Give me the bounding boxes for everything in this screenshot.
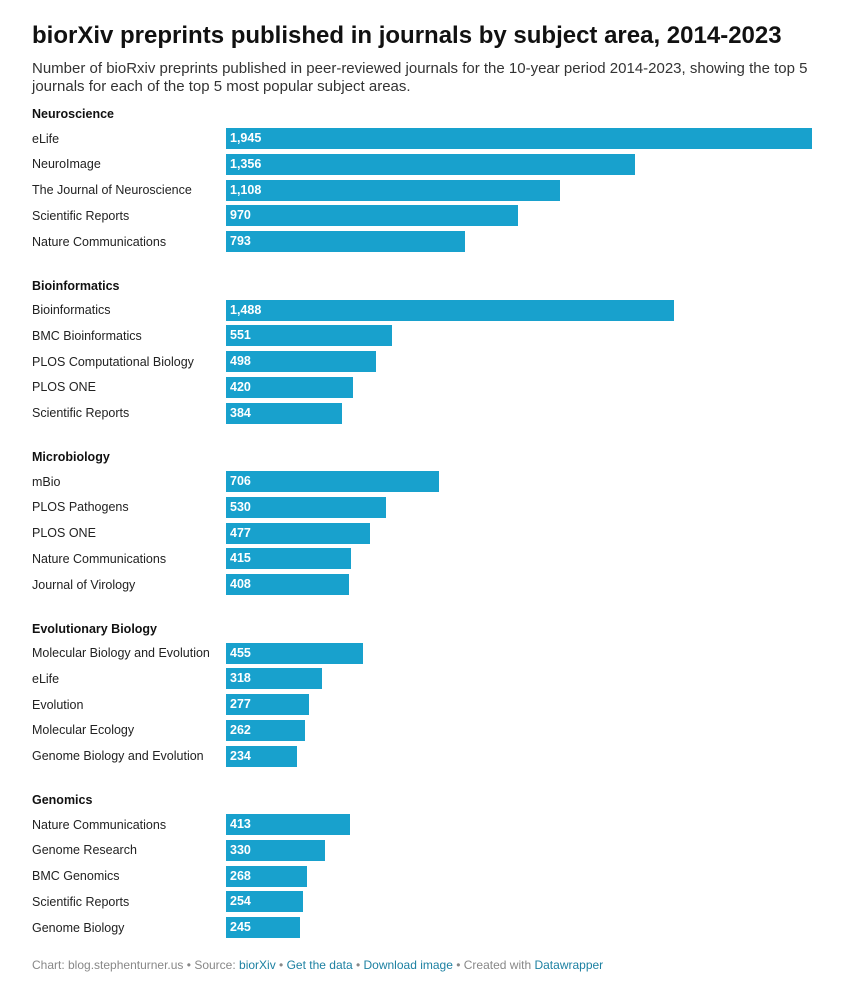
footer-separator: • [183, 958, 195, 972]
bar-label: Scientific Reports [32, 894, 130, 909]
bar-label: Scientific Reports [32, 406, 130, 420]
bar [226, 471, 439, 492]
bar [226, 917, 300, 938]
bar-value-label: 408 [230, 577, 251, 591]
footer-separator: • [452, 958, 464, 972]
bar-value-label: 498 [230, 354, 251, 368]
bar-value-label: 262 [230, 722, 251, 737]
footer-separator: • [275, 958, 287, 972]
group-title-evolutionary-biology: Evolutionary Biology [32, 621, 158, 636]
bar-value-label: 970 [230, 208, 251, 223]
bar [226, 668, 322, 690]
bar-value-label: 413 [230, 817, 251, 831]
bar [226, 891, 303, 913]
bar-label: Journal of Virology [32, 577, 136, 592]
bar-label: Molecular Ecology [32, 723, 135, 738]
bar-value-label: 551 [230, 328, 251, 343]
bar-value-label: 420 [230, 379, 251, 394]
bar [226, 642, 364, 664]
bar-label: Nature Communications [32, 234, 167, 249]
bar [226, 351, 377, 372]
bar-label: Evolution [32, 697, 84, 712]
bar-label: Genome Biology and Evolution [32, 749, 204, 763]
bar-label: BMC Genomics [32, 869, 120, 883]
bar-label: The Journal of Neuroscience [32, 183, 192, 197]
bar-label: Genome Biology [32, 920, 125, 935]
bar-label: mBio [32, 474, 61, 489]
bar-label: Bioinformatics [32, 303, 111, 317]
bar [226, 402, 342, 424]
group-title-genomics: Genomics [32, 793, 93, 807]
bar-label: Nature Communications [32, 551, 167, 566]
bar [226, 179, 560, 201]
bar [226, 745, 297, 767]
bar [226, 376, 353, 398]
bar-value-label: 455 [230, 645, 251, 660]
bar-value-label: 268 [230, 868, 251, 883]
bar-label: Nature Communications [32, 817, 167, 832]
datawrapper-link[interactable]: Datawrapper [534, 958, 604, 972]
bar [226, 231, 465, 252]
bar [226, 694, 310, 715]
bar [226, 496, 386, 518]
bar-label: PLOS ONE [32, 526, 96, 540]
chart-credit: Chart: blog.stephenturner.us [32, 958, 184, 972]
bar-label: Molecular Biology and Evolution [32, 646, 210, 660]
group-title-neuroscience: Neuroscience [32, 107, 114, 121]
chart-subtitle: Number of bioRxiv preprints published in… [32, 60, 808, 95]
bar-value-label: 254 [230, 894, 251, 909]
group-title-microbiology: Microbiology [32, 450, 110, 464]
chart-footer: Chart: blog.stephenturner.us • Source: b… [32, 958, 603, 972]
bar [226, 839, 326, 861]
bar-value-label: 415 [230, 551, 251, 566]
created-with-prefix: Created with [463, 958, 535, 972]
bar [226, 865, 307, 887]
bar-label: eLife [32, 131, 60, 146]
bar [226, 299, 675, 321]
bar-label: eLife [32, 671, 60, 686]
bar-value-label: 245 [230, 920, 251, 934]
bar-value-label: 384 [230, 405, 251, 420]
bar-label: PLOS ONE [32, 380, 96, 395]
bar [226, 522, 370, 544]
bar [226, 814, 351, 835]
bar-value-label: 1,488 [230, 302, 262, 317]
bar-value-label: 1,108 [230, 182, 262, 197]
bar [226, 548, 352, 570]
bar-label: BMC Bioinformatics [32, 328, 142, 343]
bar-value-label: 793 [230, 234, 251, 248]
bar-value-label: 318 [230, 671, 251, 686]
bar-value-label: 277 [230, 697, 251, 711]
bar-value-label: 1,945 [230, 131, 262, 145]
bar [226, 574, 349, 595]
download-image-link[interactable]: Download image [363, 958, 453, 972]
bar [226, 128, 812, 149]
group-title-bioinformatics: Bioinformatics [32, 278, 120, 293]
source-link[interactable]: biorXiv [239, 958, 276, 972]
bar-label: PLOS Computational Biology [32, 354, 194, 369]
source-prefix: Source: [194, 958, 240, 972]
footer-separator: • [352, 958, 364, 972]
bar-value-label: 706 [230, 474, 251, 488]
bar-value-label: 530 [230, 499, 251, 514]
bar-value-label: 234 [230, 748, 251, 763]
bar [226, 153, 635, 175]
bar [226, 205, 519, 227]
bar-label: Genome Research [32, 843, 137, 858]
bar-label: PLOS Pathogens [32, 500, 129, 515]
bar-label: Scientific Reports [32, 208, 130, 223]
bar [226, 325, 392, 347]
bar-value-label: 477 [230, 525, 251, 540]
chart-title: biorXiv preprints published in journals … [32, 22, 782, 49]
get-the-data-link[interactable]: Get the data [286, 958, 353, 972]
bar-label: NeuroImage [32, 157, 101, 172]
bar-value-label: 330 [230, 842, 251, 857]
bar [226, 719, 305, 741]
bar-chart: Neuroscience eLife 1,945 NeuroImage 1,356 The… [32, 107, 812, 938]
bar-value-label: 1,356 [230, 156, 262, 171]
